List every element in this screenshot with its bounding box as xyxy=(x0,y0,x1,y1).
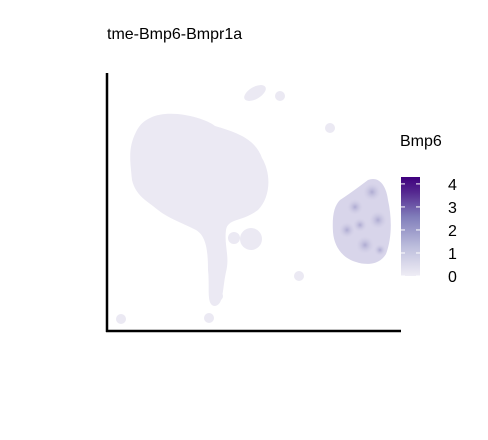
satellite-cluster xyxy=(240,228,262,250)
expression-hotspot xyxy=(374,244,386,256)
satellite-cluster xyxy=(325,123,335,133)
colorbar-tick-label: 3 xyxy=(448,200,457,217)
chart-title: tme-Bmp6-Bmpr1a xyxy=(107,26,243,43)
satellite-cluster xyxy=(228,232,240,244)
cluster-bmp6-expressing xyxy=(332,178,391,264)
colorbar xyxy=(401,177,420,276)
expression-hotspot xyxy=(356,236,374,254)
satellite-cluster xyxy=(275,91,285,101)
colorbar-tick-label: 2 xyxy=(448,223,457,240)
satellite-cluster xyxy=(116,314,126,324)
legend-title: Bmp6 xyxy=(400,133,442,150)
expression-hotspot xyxy=(347,199,363,215)
satellite-cluster xyxy=(294,271,304,281)
main-cluster-blob xyxy=(130,113,269,307)
cluster-low-expression xyxy=(116,85,335,324)
satellite-cluster xyxy=(213,291,223,301)
expression-hotspot xyxy=(339,222,355,238)
colorbar-tick-label: 1 xyxy=(448,246,457,263)
expression-hotspot xyxy=(353,218,367,232)
expression-hotspot xyxy=(369,211,387,229)
expression-hotspot xyxy=(363,183,381,201)
satellite-cluster xyxy=(204,313,214,323)
colorbar-tick-label: 4 xyxy=(448,177,457,194)
colorbar-tick-label: 0 xyxy=(448,269,457,286)
colorbar-ticks: 4 3 2 1 0 xyxy=(401,177,457,286)
satellite-cluster xyxy=(244,85,266,101)
legend: Bmp6 4 3 2 1 0 xyxy=(400,133,457,286)
